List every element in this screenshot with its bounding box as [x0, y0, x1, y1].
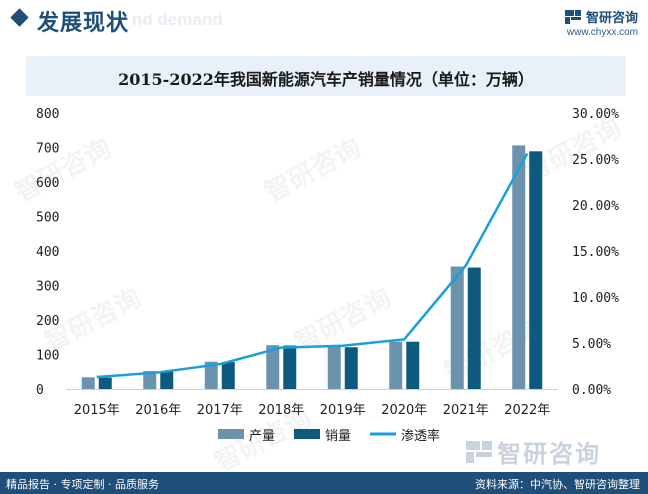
- footer-bar: 精品报告 · 专项定制 · 品质服务 资料来源：中汽协、智研咨询整理: [0, 472, 648, 494]
- y-tick-label: 300: [36, 280, 59, 295]
- chart-title: 2015-2022年我国新能源汽车产销量情况（单位：万辆）: [118, 70, 534, 89]
- legend-label: 渗透率: [401, 428, 440, 444]
- legend-swatch: [294, 429, 320, 439]
- x-tick-label: 2018年: [258, 403, 304, 418]
- legend-label: 销量: [325, 429, 351, 444]
- y-tick-label: 800: [36, 107, 59, 122]
- y2-tick-label: 20.00%: [572, 199, 619, 214]
- legend-label: 产量: [249, 429, 275, 444]
- bar-sales: [529, 151, 543, 389]
- x-tick-label: 2021年: [443, 403, 489, 418]
- bar-production: [512, 145, 526, 389]
- y-tick-label: 0: [36, 383, 44, 398]
- legend-swatch: [218, 429, 244, 439]
- bar-sales: [160, 371, 174, 389]
- bar-sales: [467, 267, 481, 389]
- y2-tick-label: 25.00%: [572, 153, 619, 168]
- x-tick-label: 2016年: [135, 403, 181, 418]
- header-ghost-text: nd demand: [132, 10, 223, 29]
- y-tick-label: 400: [36, 245, 59, 260]
- bar-production: [204, 361, 218, 389]
- bar-production: [389, 341, 403, 389]
- y-tick-label: 700: [36, 142, 59, 157]
- bar-sales: [98, 377, 112, 389]
- brand-name: 智研咨询: [585, 11, 638, 26]
- bar-production: [143, 371, 157, 389]
- x-tick-label: 2022年: [504, 403, 550, 418]
- x-tick-label: 2019年: [320, 403, 366, 418]
- x-tick-label: 2020年: [381, 403, 427, 418]
- x-tick-label: 2015年: [74, 403, 120, 418]
- source-logo-icon: [466, 440, 492, 463]
- y-tick-label: 100: [36, 349, 59, 364]
- x-tick-label: 2017年: [197, 403, 243, 418]
- bar-sales: [344, 347, 358, 389]
- source-brand: 智研咨询: [466, 434, 601, 469]
- bar-sales: [283, 345, 297, 389]
- footer-source: 资料来源：中汽协、智研咨询整理: [475, 478, 640, 491]
- source-brand-name: 智研咨询: [497, 440, 602, 468]
- y2-tick-label: 0.00%: [572, 383, 611, 398]
- y2-tick-label: 15.00%: [572, 245, 619, 260]
- bar-production: [266, 345, 280, 389]
- y2-tick-label: 5.00%: [572, 337, 611, 352]
- page-title: 发展现状: [37, 11, 130, 36]
- chart-title-band: 2015-2022年我国新能源汽车产销量情况（单位：万辆）: [26, 56, 626, 96]
- penetration-rate-line: [96, 152, 529, 379]
- brand-block: 智研咨询 www.chyxx.com: [564, 6, 638, 38]
- page-header: 发展现状 nd demand 智研咨询 www.chyxx.com: [0, 0, 648, 46]
- y2-tick-label: 30.00%: [572, 107, 619, 122]
- y-tick-label: 200: [36, 314, 59, 329]
- footer-slogan: 精品报告 · 专项定制 · 品质服务: [6, 478, 159, 491]
- y2-tick-label: 10.00%: [572, 291, 619, 306]
- bar-production: [81, 377, 95, 389]
- y-tick-label: 500: [36, 211, 59, 226]
- bar-sales: [406, 341, 420, 389]
- bar-production: [327, 346, 341, 389]
- brand-logo-icon: [564, 9, 581, 24]
- y-tick-label: 600: [36, 176, 59, 191]
- bar-production: [450, 266, 464, 389]
- bar-sales: [221, 362, 235, 389]
- brand-url: www.chyxx.com: [566, 27, 638, 38]
